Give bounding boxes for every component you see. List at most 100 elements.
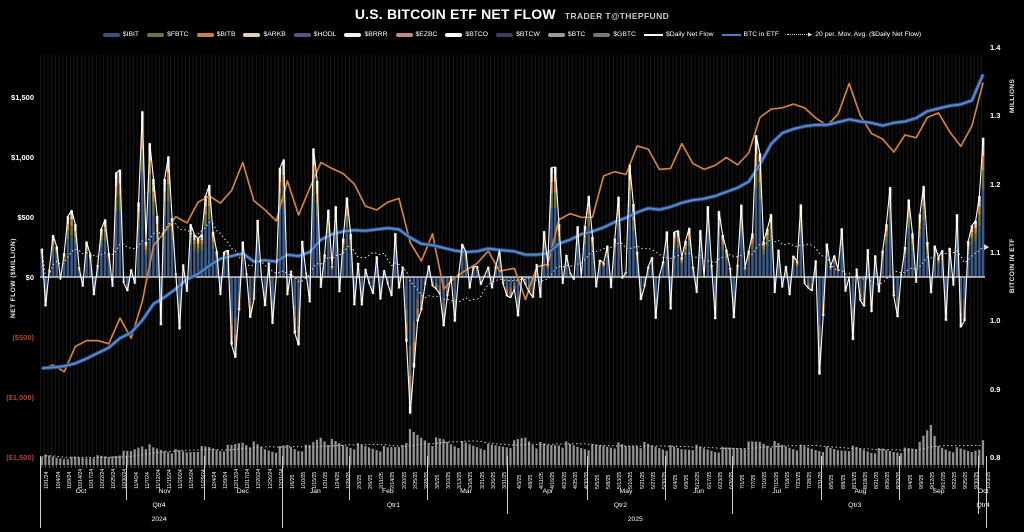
- x-axis-date-label: 1/15/25: [312, 471, 319, 489]
- x-axis-date-label: 10/1/24: [44, 471, 51, 489]
- x-axis-date-label: 12/26/24: [267, 468, 274, 489]
- x-axis-date-label: 4/3/25: [516, 474, 523, 489]
- legend-item-label: 20 per. Mov. Avg. ($Daily Net Flow): [815, 31, 922, 38]
- x-axis-date-label: 5/16/25: [628, 471, 635, 489]
- legend-item-label: $BTC: [567, 31, 586, 38]
- legend-swatch-icon: [344, 32, 362, 37]
- x-axis-date-label: 10/17/24: [89, 468, 95, 489]
- legend-item-label: BTC in ETF: [743, 31, 780, 38]
- legend-item--daily-net-flow: $Daily Net Flow: [643, 31, 714, 38]
- arrow-right-icon: ▶: [808, 31, 813, 38]
- x-axis-date-label: 11/20/24: [178, 469, 185, 489]
- left-axis-title: NET FLOW ($MILLION): [10, 238, 17, 318]
- legend-item-label: $BTCW: [516, 31, 540, 38]
- x-axis-date-label: 11/15/24: [167, 469, 174, 489]
- left-axis-tick: $1,500: [11, 93, 34, 102]
- x-axis-date-label: 2/20/25: [401, 471, 408, 489]
- x-axis-date-label: 5/27/25: [650, 471, 657, 489]
- x-axis-date-label: 8/13/25: [851, 471, 858, 489]
- axis-separator: [899, 456, 901, 500]
- legend-item--hodl: $HODL: [293, 31, 337, 38]
- x-axis-date-label: 3/5/25: [435, 474, 441, 489]
- x-axis-date-label: 7/23/25: [795, 471, 802, 489]
- legend-swatch-icon: [243, 32, 261, 37]
- axis-separator: [426, 456, 428, 500]
- x-axis-date-label: 1/21/25: [323, 471, 330, 489]
- x-axis-date-label: 2/14/25: [390, 471, 397, 489]
- x-axis-date-label: 3/13/25: [457, 471, 464, 489]
- x-axis-date-label: 5/13/25: [617, 471, 624, 489]
- legend-item-label: $BRRR: [364, 31, 388, 38]
- x-axis-date-label: 3/21/25: [479, 471, 486, 489]
- left-axis-tick: ($1,500): [6, 453, 34, 462]
- x-axis-month-label: Aug: [854, 488, 867, 495]
- axis-separator: [732, 456, 733, 514]
- x-axis-month-label: Jan: [309, 488, 321, 495]
- legend-item--bitb: $BITB: [196, 31, 235, 38]
- x-axis-month-label: Oct: [977, 488, 989, 495]
- legend-item-btc-in-etf: BTC in ETF: [721, 31, 780, 38]
- x-axis-date-label: 7/15/25: [773, 471, 780, 489]
- x-axis-date-label: 10/3/25: [985, 471, 992, 489]
- right-axis-title: BITCOIN IN ETF: [1009, 238, 1016, 293]
- legend-swatch-icon: [147, 32, 165, 37]
- x-axis-date-label: 1/6/25: [289, 474, 296, 489]
- moving-average-arrow-icon: [984, 244, 990, 251]
- legend-swatch-icon: [445, 32, 463, 37]
- x-axis-date-label: 10/9/24: [66, 471, 73, 489]
- legend-line-icon: [643, 33, 663, 36]
- net-flow-bars: [40, 111, 985, 414]
- left-axis-tick: ($500): [12, 333, 34, 342]
- x-axis-date-label: 12/20/24: [256, 468, 263, 489]
- legend-item-label: $IBIT: [122, 31, 140, 38]
- legend-item-label: $BTCO: [465, 31, 489, 38]
- legend-swatch-icon: [395, 32, 413, 37]
- x-axis-date-label: 2/25/25: [412, 471, 419, 489]
- right-axis-tick: 1.3: [990, 111, 1001, 121]
- left-axis-tick: $1,000: [11, 153, 34, 162]
- x-axis-date-label: 9/17/25: [940, 471, 947, 489]
- legend-item--ezbc: $EZBC: [395, 31, 437, 38]
- legend-item--gbtc: $GBTC: [593, 31, 636, 38]
- x-axis-quarter-label: Qtr3: [848, 502, 862, 509]
- x-axis-date-label: 3/26/25: [490, 471, 497, 489]
- left-axis-tick: ($1,000): [6, 393, 34, 402]
- x-axis-date-label: 10/22/24: [100, 468, 107, 489]
- x-axis-date-label: 1/10/25: [301, 471, 308, 489]
- page-title: U.S. BITCOIN ETF NET FLOW: [354, 6, 556, 22]
- moving-average-dotted-line: [41, 220, 984, 303]
- x-axis-date-label: 8/21/25: [874, 471, 881, 489]
- x-axis-month-label: May: [619, 488, 633, 495]
- x-axis-year-label: 2024: [151, 516, 167, 523]
- x-axis-month-label: Oct: [75, 488, 87, 495]
- x-axis-month-label: Jun: [693, 488, 704, 495]
- x-axis-date-label: 12/4/24: [211, 471, 218, 489]
- legend-dotted-line-icon: [787, 34, 808, 35]
- legend-swatch-icon: [102, 32, 120, 37]
- legend-item-label: $FBTC: [167, 31, 189, 38]
- daily-net-flow-line: [41, 110, 984, 415]
- x-axis-date-label: 10/25/24: [111, 468, 118, 489]
- x-axis-date-label: 5/21/25: [639, 471, 646, 489]
- legend-item--btco: $BTCO: [445, 31, 488, 38]
- x-axis-month-label: Feb: [382, 488, 394, 495]
- right-axis-units-label: MILLIONS: [1009, 78, 1016, 113]
- x-axis-date-label: 12/17/24: [245, 468, 252, 489]
- x-axis-date-label: 4/23/25: [561, 471, 568, 489]
- axis-separator: [281, 456, 283, 528]
- x-axis-month-label: Sep: [932, 488, 945, 495]
- legend-swatch-icon: [547, 32, 565, 37]
- x-axis-date-label: 3/10/25: [446, 471, 453, 489]
- legend-item-label: $HODL: [313, 31, 337, 38]
- x-axis-date-label: 5/5/25: [594, 474, 601, 489]
- axis-separator: [977, 456, 979, 514]
- legend-item--fbtc: $FBTC: [147, 31, 189, 38]
- x-axis-date-label: 7/10/25: [762, 471, 769, 489]
- x-axis-date-label: 3/18/25: [468, 471, 475, 489]
- legend-item--arkb: $ARKB: [243, 31, 286, 38]
- legend-swatch-icon: [496, 32, 514, 37]
- x-axis-month-label: Mar: [460, 488, 472, 495]
- axis-separator: [821, 456, 823, 500]
- btc-in-etf-line: [41, 73, 984, 370]
